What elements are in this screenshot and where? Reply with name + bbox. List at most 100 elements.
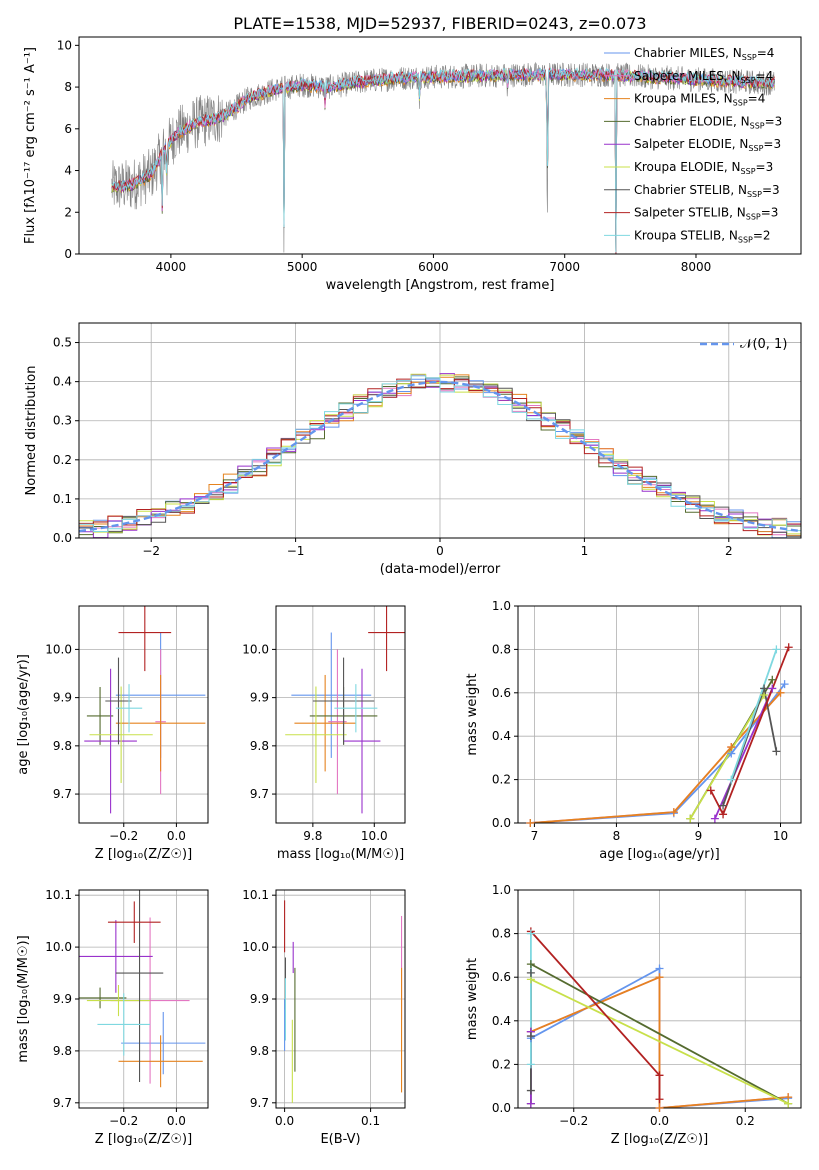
subscript: SSP	[746, 213, 761, 222]
plot-area	[111, 61, 775, 254]
mass-vs-extinction-panel: 0.0 0.1 9.7 9.8 9.9 10.0 10.1 E(B-V)	[242, 888, 406, 1147]
legend-label: Chabrier MILES, NSSP=4	[634, 46, 774, 62]
legend-label: Kroupa MILES, NSSP=4	[634, 92, 765, 108]
legend-value: =3	[762, 183, 780, 197]
y-tick-label: 0.1	[53, 492, 72, 506]
x-tick-label: 1	[581, 544, 589, 558]
x-tick-label: 7000	[549, 260, 580, 274]
x-tick-label: −0.2	[109, 1114, 138, 1128]
y-tick-label: 1.0	[492, 883, 511, 897]
y-tick-label: 9.9	[53, 992, 72, 1006]
x-tick-label: 8	[613, 829, 621, 843]
legend-value: =4	[756, 69, 774, 83]
legend-label: Chabrier ELODIE, NSSP=3	[634, 114, 782, 130]
weight-marker	[526, 968, 535, 977]
x-axis-label: (data-model)/error	[380, 562, 501, 577]
mass-weight-vs-age-panel: 7 8 9 10 0.0 0.2 0.4 0.6 0.8 1.0 age [log₁₀(age/yr…	[465, 599, 802, 862]
subscript: SSP	[750, 121, 765, 130]
weight-marker	[776, 688, 785, 697]
weight-line	[530, 930, 661, 1100]
x-tick-label: −0.2	[109, 829, 138, 843]
subscript: SSP	[748, 144, 763, 153]
weight-marker	[772, 645, 781, 654]
axes-frame	[517, 605, 802, 824]
weight-marker	[710, 814, 719, 823]
weight-marker	[784, 1099, 793, 1108]
weight-marker	[768, 675, 777, 684]
weight-marker	[706, 786, 715, 795]
y-tick-label: 0.4	[492, 1014, 511, 1028]
legend-value: =2	[753, 228, 771, 242]
x-tick-label: 0.0	[275, 1114, 294, 1128]
plot-area	[79, 890, 206, 1088]
x-tick-label: −0.2	[559, 1114, 588, 1128]
y-tick-label: 0.5	[53, 336, 72, 350]
y-axis-label: age [log₁₀(age/yr)]	[16, 654, 31, 775]
y-tick-label: 0.3	[53, 414, 72, 428]
data-spectrum	[111, 61, 775, 253]
axes-frame	[78, 36, 802, 255]
weight-marker	[526, 1060, 535, 1069]
weight-marker	[772, 747, 781, 756]
weight-marker	[784, 643, 793, 652]
weight-marker	[669, 808, 678, 817]
x-tick-label: −2	[142, 544, 160, 558]
axes-frame	[275, 605, 406, 824]
x-tick-label: 0.1	[361, 1114, 380, 1128]
weight-marker	[526, 1032, 535, 1041]
subscript: SSP	[738, 235, 753, 244]
weight-marker	[526, 929, 535, 938]
x-axis-label: Z [log₁₀(Z/Z☉)]	[95, 1132, 192, 1147]
y-tick-label: 9.8	[53, 1044, 72, 1058]
weight-line	[730, 649, 778, 780]
weight-marker	[655, 973, 664, 982]
plot-area	[79, 373, 801, 538]
spectrum-panel: 4000 5000 6000 7000 8000 0 2 4 6 8 10 wavelength [A…	[23, 36, 802, 293]
x-tick-label: 9.8	[303, 829, 322, 843]
x-axis-label: E(B-V)	[320, 1132, 360, 1147]
mass-weight-vs-metallicity-panel: −0.2 0.0 0.2 0.0 0.2 0.4 0.6 0.8 1.0 Z [log₁₀(Z/Z…	[465, 883, 802, 1147]
legend-label: Salpeter STELIB, NSSP=3	[634, 206, 778, 222]
x-axis-label: Z [log₁₀(Z/Z☉)]	[611, 1132, 708, 1147]
legend-label: Kroupa ELODIE, NSSP=3	[634, 160, 773, 176]
y-tick-label: 10.1	[45, 888, 72, 902]
weight-marker	[719, 810, 728, 819]
weight-marker	[655, 1095, 664, 1104]
x-tick-label: 0.0	[167, 1114, 186, 1128]
weight-marker	[768, 684, 777, 693]
y-tick-label: 4	[64, 164, 72, 178]
legend-value: =4	[748, 92, 766, 106]
x-tick-label: 5000	[287, 260, 318, 274]
y-tick-label: 0.2	[492, 1057, 511, 1071]
y-tick-label: 10	[57, 38, 72, 52]
gaussian-curve	[79, 380, 801, 533]
x-tick-label: 7	[531, 829, 539, 843]
y-tick-label: 10.0	[45, 940, 72, 954]
y-tick-label: 1.0	[492, 599, 511, 613]
subscript: SSP	[741, 167, 756, 176]
y-tick-label: 0.2	[492, 773, 511, 787]
subscript: SSP	[741, 76, 756, 85]
x-tick-label: 6000	[418, 260, 449, 274]
weight-line	[530, 692, 782, 823]
x-tick-label: 9	[695, 829, 703, 843]
x-tick-label: 0.2	[736, 1114, 755, 1128]
x-tick-label: 2	[725, 544, 733, 558]
plot-area	[84, 606, 206, 814]
y-tick-label: 0.2	[53, 453, 72, 467]
subscript: SSP	[742, 53, 757, 62]
x-tick-label: 0.0	[167, 829, 186, 843]
residuals-panel: −2 −1 0 1 2 0.0 0.1 0.2 0.3 0.4 0.5 (data-model)/er…	[24, 322, 802, 577]
y-tick-label: 9.9	[53, 691, 72, 705]
legend-label: Salpeter ELODIE, NSSP=3	[634, 137, 781, 153]
y-tick-label: 0.8	[492, 642, 511, 656]
legend-value: =4	[757, 46, 775, 60]
weight-line	[689, 694, 765, 820]
weight-marker	[655, 1071, 664, 1080]
weight-marker	[686, 814, 695, 823]
y-tick-label: 9.7	[53, 1096, 72, 1110]
y-tick-label: 9.8	[53, 739, 72, 753]
y-tick-label: 6	[64, 122, 72, 136]
plot-area	[530, 646, 790, 823]
